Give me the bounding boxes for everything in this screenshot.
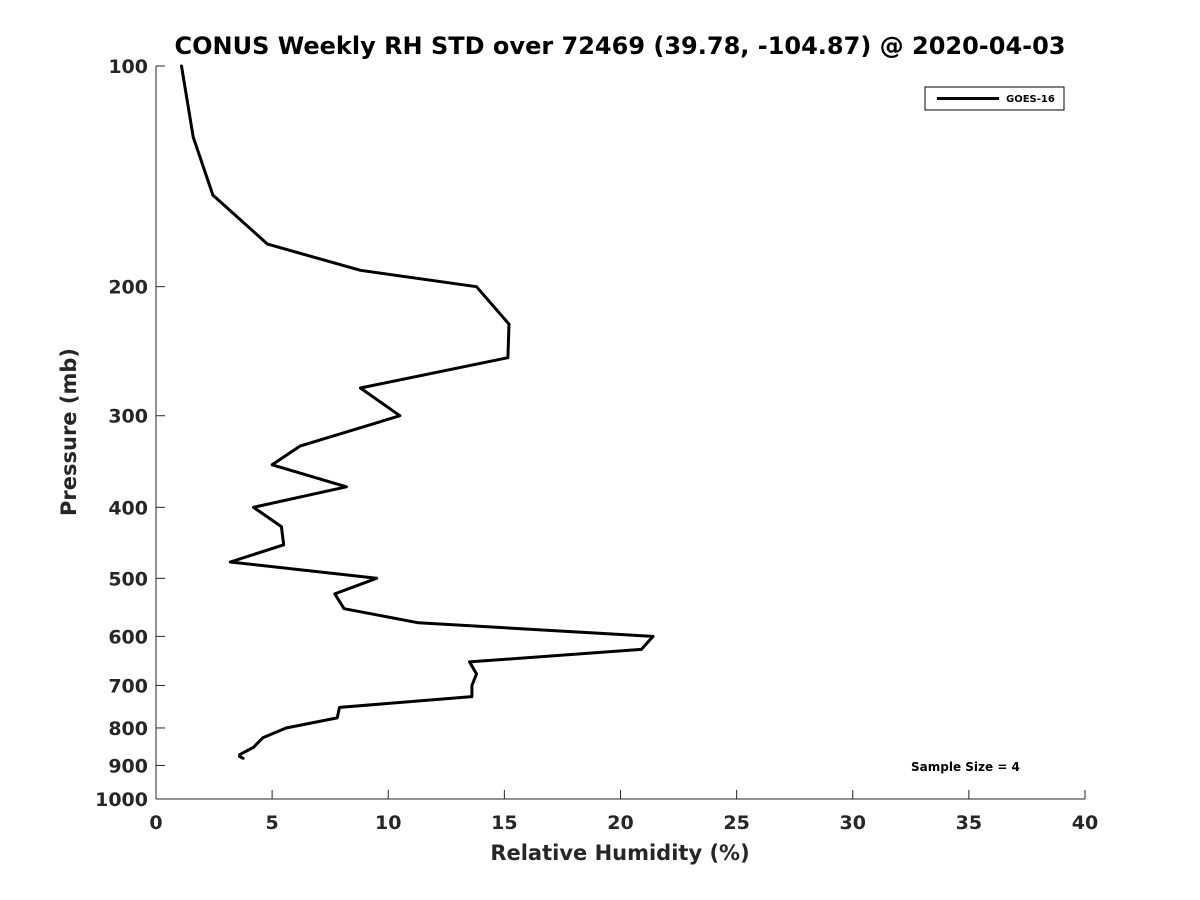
x-tick-label: 15 (491, 812, 517, 834)
y-tick-label: 1000 (95, 789, 148, 811)
x-axis-label: Relative Humidity (%) (490, 841, 749, 865)
legend-label-goes16: GOES-16 (1006, 94, 1055, 105)
y-tick-label: 600 (108, 626, 148, 648)
x-tick-label: 25 (723, 812, 749, 834)
x-tick-label: 0 (149, 812, 162, 834)
axes: 0 5 10 15 20 25 30 35 40 100 200 300 400 500 600 700 800… (95, 56, 1098, 834)
y-tick-label: 700 (108, 675, 148, 697)
series-line-goes-16 (180, 64, 655, 760)
chart-title: CONUS Weekly RH STD over 72469 (39.78, -… (174, 32, 1065, 60)
y-tick-label: 900 (108, 755, 148, 777)
x-tick-label: 5 (266, 812, 279, 834)
sample-size-annotation: Sample Size = 4 (911, 760, 1020, 774)
x-tick-label: 35 (956, 812, 982, 834)
y-tick-label: 300 (108, 406, 148, 428)
x-tick-label: 30 (840, 812, 866, 834)
x-tick-label: 10 (375, 812, 401, 834)
legend: GOES-16 (924, 86, 1065, 111)
y-tick-label: 400 (108, 497, 148, 519)
y-tick-label: 500 (108, 568, 148, 590)
x-tick-label: 20 (607, 812, 633, 834)
y-tick-label: 200 (108, 277, 148, 299)
y-axis-label: Pressure (mb) (57, 348, 81, 516)
y-tick-label: 100 (108, 56, 148, 78)
x-tick-label: 40 (1072, 812, 1098, 834)
y-tick-label: 800 (108, 718, 148, 740)
series-layer (180, 64, 655, 760)
